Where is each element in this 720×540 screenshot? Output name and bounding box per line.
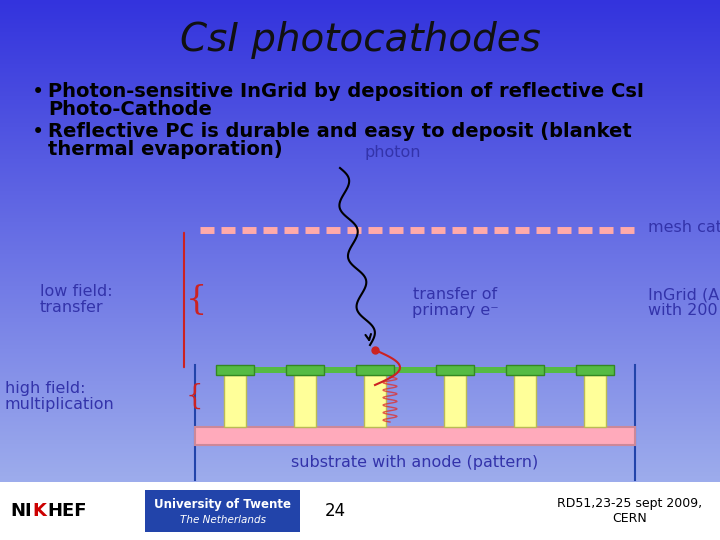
Bar xyxy=(254,367,286,373)
Text: K: K xyxy=(32,502,46,520)
Text: Photon-sensitive InGrid by deposition of reflective CsI: Photon-sensitive InGrid by deposition of… xyxy=(48,82,644,101)
Bar xyxy=(544,367,576,373)
Text: {: { xyxy=(186,382,204,409)
Text: transfer of: transfer of xyxy=(413,287,497,302)
Bar xyxy=(436,365,474,375)
Text: photon: photon xyxy=(365,145,421,160)
Text: mesh cathode: mesh cathode xyxy=(648,220,720,235)
Bar xyxy=(0,482,720,540)
Bar xyxy=(506,365,544,375)
Text: thermal evaporation): thermal evaporation) xyxy=(48,140,283,159)
Text: CsI photocathodes: CsI photocathodes xyxy=(179,21,541,59)
Text: primary e⁻: primary e⁻ xyxy=(412,303,498,318)
Text: with 200 nm CsI: with 200 nm CsI xyxy=(648,303,720,318)
Text: HEF: HEF xyxy=(47,502,86,520)
Bar xyxy=(294,375,316,427)
Text: The Netherlands: The Netherlands xyxy=(179,515,266,525)
Bar xyxy=(444,375,466,427)
Text: transfer: transfer xyxy=(40,300,104,315)
Text: University of Twente: University of Twente xyxy=(154,498,291,511)
Text: low field:: low field: xyxy=(40,285,112,300)
Bar xyxy=(224,375,246,427)
Bar xyxy=(286,365,324,375)
Text: 24: 24 xyxy=(325,502,346,520)
Bar xyxy=(576,365,614,375)
Text: substrate with anode (pattern): substrate with anode (pattern) xyxy=(292,456,539,470)
Bar xyxy=(364,375,386,427)
Bar xyxy=(514,375,536,427)
Bar xyxy=(216,365,254,375)
Text: Photo-Cathode: Photo-Cathode xyxy=(48,100,212,119)
Bar xyxy=(145,490,300,532)
Bar xyxy=(394,367,436,373)
Bar xyxy=(324,367,356,373)
Bar xyxy=(474,367,506,373)
Bar xyxy=(584,375,606,427)
Text: high field:: high field: xyxy=(5,381,86,395)
Text: {: { xyxy=(186,284,207,316)
Text: multiplication: multiplication xyxy=(5,396,114,411)
Text: CERN: CERN xyxy=(613,511,647,524)
Text: •: • xyxy=(32,122,44,142)
Bar xyxy=(356,365,394,375)
Text: NI: NI xyxy=(10,502,32,520)
Text: InGrid (Al) coated: InGrid (Al) coated xyxy=(648,287,720,302)
Text: Reflective PC is durable and easy to deposit (blanket: Reflective PC is durable and easy to dep… xyxy=(48,122,631,141)
Text: •: • xyxy=(32,82,44,102)
Text: RD51,23-25 sept 2009,: RD51,23-25 sept 2009, xyxy=(557,497,703,510)
Bar xyxy=(195,427,635,445)
